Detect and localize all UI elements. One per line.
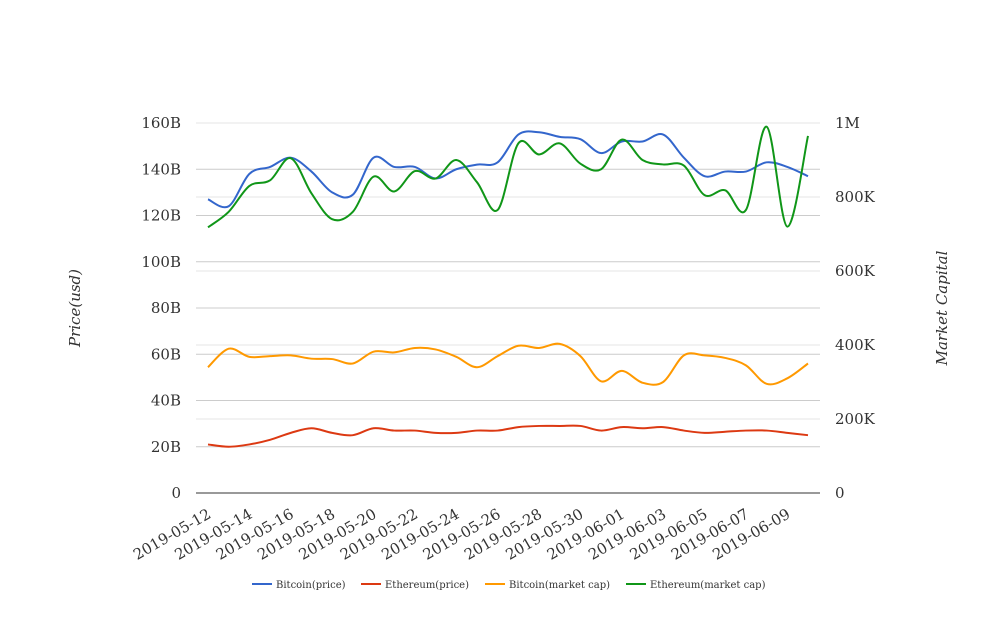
y-tick-label-left: 120B (141, 207, 181, 225)
legend: Bitcoin(price) Ethereum(price) Bitcoin(mar… (252, 580, 766, 591)
series-layer (207, 125, 809, 448)
y-axis-title-left: Price(usd) (66, 269, 84, 348)
y-tick-label-left: 60B (151, 345, 181, 363)
y-tick-label-left: 80B (151, 299, 181, 317)
y-tick-label-left: 40B (151, 392, 181, 410)
right-axis: 0 200K 400K 600K 800K 1M (835, 114, 876, 502)
series-line-bitcoin-market-cap (207, 342, 809, 386)
y-tick-label-left: 160B (141, 114, 181, 132)
left-axis: 0 20B 40B 60B 80B 100B 120B 140B 160B (141, 114, 181, 502)
series-line-ethereum-price (207, 424, 809, 448)
y-tick-label-left: 100B (141, 253, 181, 271)
y-axis-title-right: Market Capital (933, 250, 951, 366)
y-tick-label-left: 20B (151, 438, 181, 456)
series-line-bitcoin-price (207, 130, 809, 209)
y-tick-label-right: 0 (835, 484, 845, 502)
x-axis: 2019-05-122019-05-142019-05-162019-05-18… (130, 505, 793, 564)
legend-label: Ethereum(market cap) (650, 580, 766, 591)
y-tick-label-left: 140B (141, 160, 181, 178)
y-tick-label-left: 0 (171, 484, 181, 502)
y-tick-label-right: 400K (835, 336, 876, 354)
y-tick-label-right: 1M (835, 114, 860, 132)
series-line-ethereum-market-cap (207, 125, 809, 229)
legend-label: Bitcoin(price) (276, 580, 346, 591)
y-tick-label-right: 800K (835, 188, 876, 206)
grid-lines (196, 122, 820, 494)
y-tick-label-right: 200K (835, 410, 876, 428)
legend-label: Ethereum(price) (385, 580, 469, 591)
y-tick-label-right: 600K (835, 262, 876, 280)
legend-label: Bitcoin(market cap) (509, 580, 610, 591)
